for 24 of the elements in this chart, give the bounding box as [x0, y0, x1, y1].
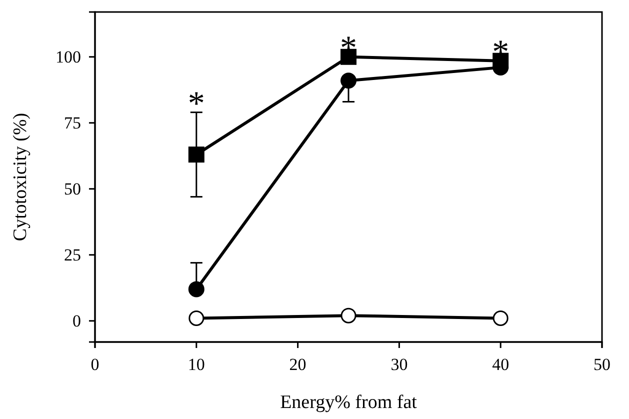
- x-tick-label: 50: [594, 355, 610, 374]
- point: [492, 52, 509, 69]
- point: [188, 281, 204, 298]
- x-tick-label: 0: [90, 355, 100, 374]
- x-tick-label: 40: [492, 355, 510, 374]
- y-tick-label: 25: [64, 245, 81, 264]
- y-tick-label: 0: [72, 311, 81, 330]
- x-tick-label: 20: [289, 355, 306, 374]
- x-tick-label: 30: [390, 355, 408, 374]
- y-tick-label: 75: [64, 113, 81, 132]
- annotation: *: [492, 34, 510, 71]
- x-axis-title: Energy% from fat: [280, 392, 418, 413]
- point: [340, 48, 356, 65]
- point: [492, 310, 508, 326]
- point: [340, 72, 356, 89]
- x-tick-label: 10: [188, 355, 205, 374]
- y-tick-label: 50: [64, 179, 81, 198]
- y-tick-label: 100: [56, 47, 81, 66]
- annotation: *: [340, 30, 357, 67]
- point: [340, 308, 356, 324]
- y-axis-title: Cytotoxicity (%): [10, 112, 31, 242]
- annotation: *: [188, 85, 205, 122]
- point: [188, 146, 204, 163]
- point: [188, 310, 204, 326]
